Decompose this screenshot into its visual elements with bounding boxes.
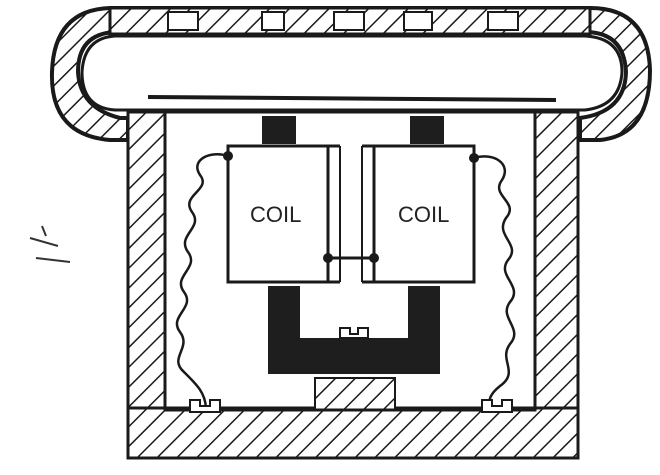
magnet-clip [339, 327, 369, 339]
right-base-clip [481, 399, 513, 413]
right-lead-wire [473, 155, 516, 409]
base [126, 406, 580, 460]
left-terminal-dot [323, 253, 333, 263]
right-lead-terminal [469, 153, 479, 163]
sound-openings [167, 11, 519, 31]
left-lead-wire [175, 153, 229, 409]
right-coil-label: COIL [398, 202, 449, 227]
right-pole-tip [410, 116, 444, 144]
left-coil: COIL [226, 144, 340, 284]
right-coil: COIL [362, 144, 476, 284]
left-wall [126, 110, 167, 412]
stray-mark [29, 225, 71, 263]
cap-cavity [80, 34, 624, 112]
left-coil-label: COIL [250, 202, 301, 227]
right-terminal-dot [369, 253, 379, 263]
inner-cavity [163, 110, 537, 412]
center-support [314, 377, 396, 411]
left-base-clip [189, 399, 221, 413]
left-pole-tip [262, 116, 296, 144]
permanent-magnet [268, 286, 440, 374]
housing [49, 6, 653, 460]
left-lead-terminal [223, 151, 233, 161]
diaphragm [147, 95, 557, 102]
right-wall [533, 110, 580, 412]
